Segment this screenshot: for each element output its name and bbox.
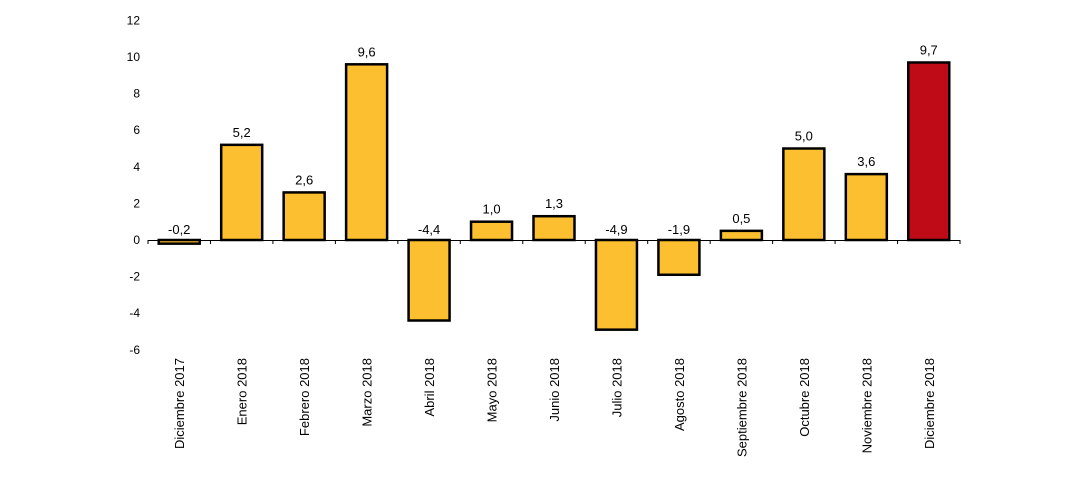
data-label: 5,0 [795,129,813,144]
data-label: 1,0 [482,202,500,217]
data-label: -0,2 [168,222,190,237]
data-label: 3,6 [857,154,875,169]
bar [532,214,576,242]
category-label: Noviembre 2018 [859,358,874,453]
y-tick-label: 2 [133,196,140,210]
y-tick-label: 0 [133,233,140,247]
bar [844,172,889,242]
bar [469,220,514,242]
y-tick-label: -2 [129,270,140,284]
y-tick-label: -4 [129,306,140,320]
bars [157,61,951,331]
data-label: 5,2 [233,125,251,140]
bar [344,63,389,242]
y-tick-label: 12 [127,13,141,27]
y-tick-label: 10 [127,50,141,64]
category-label: Diciembre 2017 [172,358,187,449]
y-tick-label: 8 [133,87,140,101]
data-labels: -0,2 5,2 2,6 9,6 -4,4 1,0 1,3 -4,9 -1,9 0,5 5,0 3,6… [168,42,938,237]
bar [907,61,951,242]
category-label: Enero 2018 [235,358,250,425]
data-label: 2,6 [295,172,313,187]
data-label: 9,7 [920,42,938,57]
bar [719,229,764,242]
bar [594,238,639,331]
category-label: Febrero 2018 [297,358,312,436]
y-tick-label: 6 [133,123,140,137]
category-label: Abril 2018 [422,358,437,417]
bar [657,238,701,277]
category-label: Julio 2018 [609,358,624,417]
bar [219,143,264,242]
category-label: Marzo 2018 [360,358,375,427]
data-label: 0,5 [732,211,750,226]
category-label: Octubre 2018 [797,358,812,437]
bar [282,191,326,242]
category-labels: Diciembre 2017 Enero 2018 Febrero 2018 Marz… [172,358,937,457]
category-label: Septiembre 2018 [734,358,749,457]
category-label: Agosto 2018 [672,358,687,431]
data-label: -4,9 [605,222,627,237]
x-axis-ticks [147,240,961,244]
y-tick-label: 4 [133,160,140,174]
data-label: -4,4 [418,222,440,237]
category-label: Mayo 2018 [485,358,500,422]
category-label: Diciembre 2018 [922,358,937,449]
y-axis-tick-labels: -6 -4 -2 0 2 4 6 8 10 12 [127,13,141,356]
category-label: Junio 2018 [547,358,562,422]
data-label: -1,9 [668,222,690,237]
bar [782,147,826,242]
bar [407,238,451,322]
data-label: 9,6 [358,44,376,59]
data-label: 1,3 [545,196,563,211]
y-tick-label: -6 [129,343,140,357]
